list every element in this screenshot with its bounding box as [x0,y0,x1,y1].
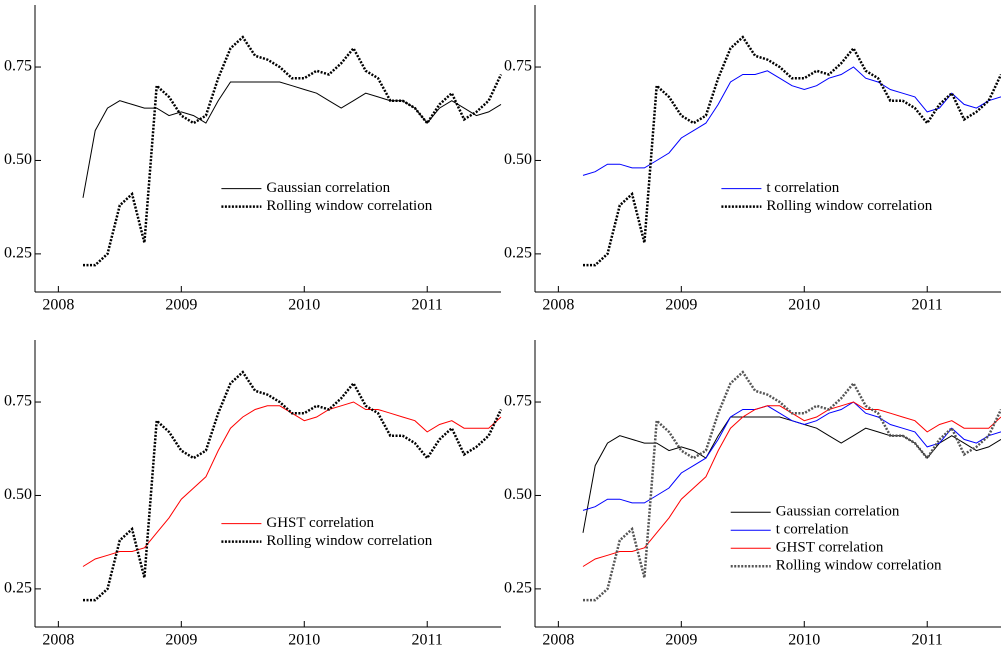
legend-label: Rolling window correlation [266,198,432,214]
legend-label: t correlation [776,522,849,538]
legend-label: GHST correlation [266,515,374,531]
x-tick-label: 2008 [542,297,574,314]
y-tick-label: 0.75 [4,58,32,75]
y-tick-label: 0.75 [504,58,532,75]
x-tick-label: 2011 [912,297,943,314]
panel: 0.25 0.50 0.75 2008 2009 2010 2011 Gaussian cor… [4,5,503,314]
x-tick-label: 2010 [288,632,320,649]
panel: 0.25 0.50 0.75 2008 2009 2010 2011 t correlatio… [504,5,1001,314]
line-series [83,35,503,267]
x-tick-label: 2008 [42,632,74,649]
y-tick-label: 0.50 [4,486,32,503]
legend-label: GHST correlation [776,540,884,556]
x-tick-label: 2011 [912,632,943,649]
line-series [582,66,1001,176]
x-tick-label: 2009 [665,632,697,649]
x-tick-label: 2008 [42,297,74,314]
x-tick-label: 2010 [788,632,820,649]
x-tick-label: 2010 [788,297,820,314]
legend-label: Gaussian correlation [266,180,390,196]
legend-label: Rolling window correlation [776,558,942,574]
y-tick-label: 0.25 [504,245,532,262]
x-tick-label: 2009 [665,297,697,314]
x-tick-label: 2009 [165,297,197,314]
x-tick-label: 2010 [288,297,320,314]
line-series [583,370,1001,602]
y-tick-label: 0.50 [504,486,532,503]
y-tick-label: 0.50 [504,151,532,168]
panel: 0.25 0.50 0.75 2008 2009 2010 2011 Gaussian cor… [504,340,1001,649]
line-series [582,401,1001,511]
panel: 0.25 0.50 0.75 2008 2009 2010 2011 GHST correla… [4,340,503,649]
legend-label: Gaussian correlation [776,504,900,520]
x-tick-label: 2011 [412,297,443,314]
y-tick-label: 0.50 [4,151,32,168]
legend-label: Rolling window correlation [766,198,932,214]
x-tick-label: 2011 [412,632,443,649]
x-tick-label: 2009 [165,632,197,649]
line-series [83,370,503,602]
x-tick-label: 2008 [542,632,574,649]
y-tick-label: 0.75 [504,393,532,410]
line-series [583,35,1001,267]
y-tick-label: 0.25 [504,580,532,597]
y-tick-label: 0.25 [4,245,32,262]
y-tick-label: 0.25 [4,580,32,597]
legend-label: t correlation [766,180,839,196]
y-tick-label: 0.75 [4,393,32,410]
legend-label: Rolling window correlation [266,533,432,549]
